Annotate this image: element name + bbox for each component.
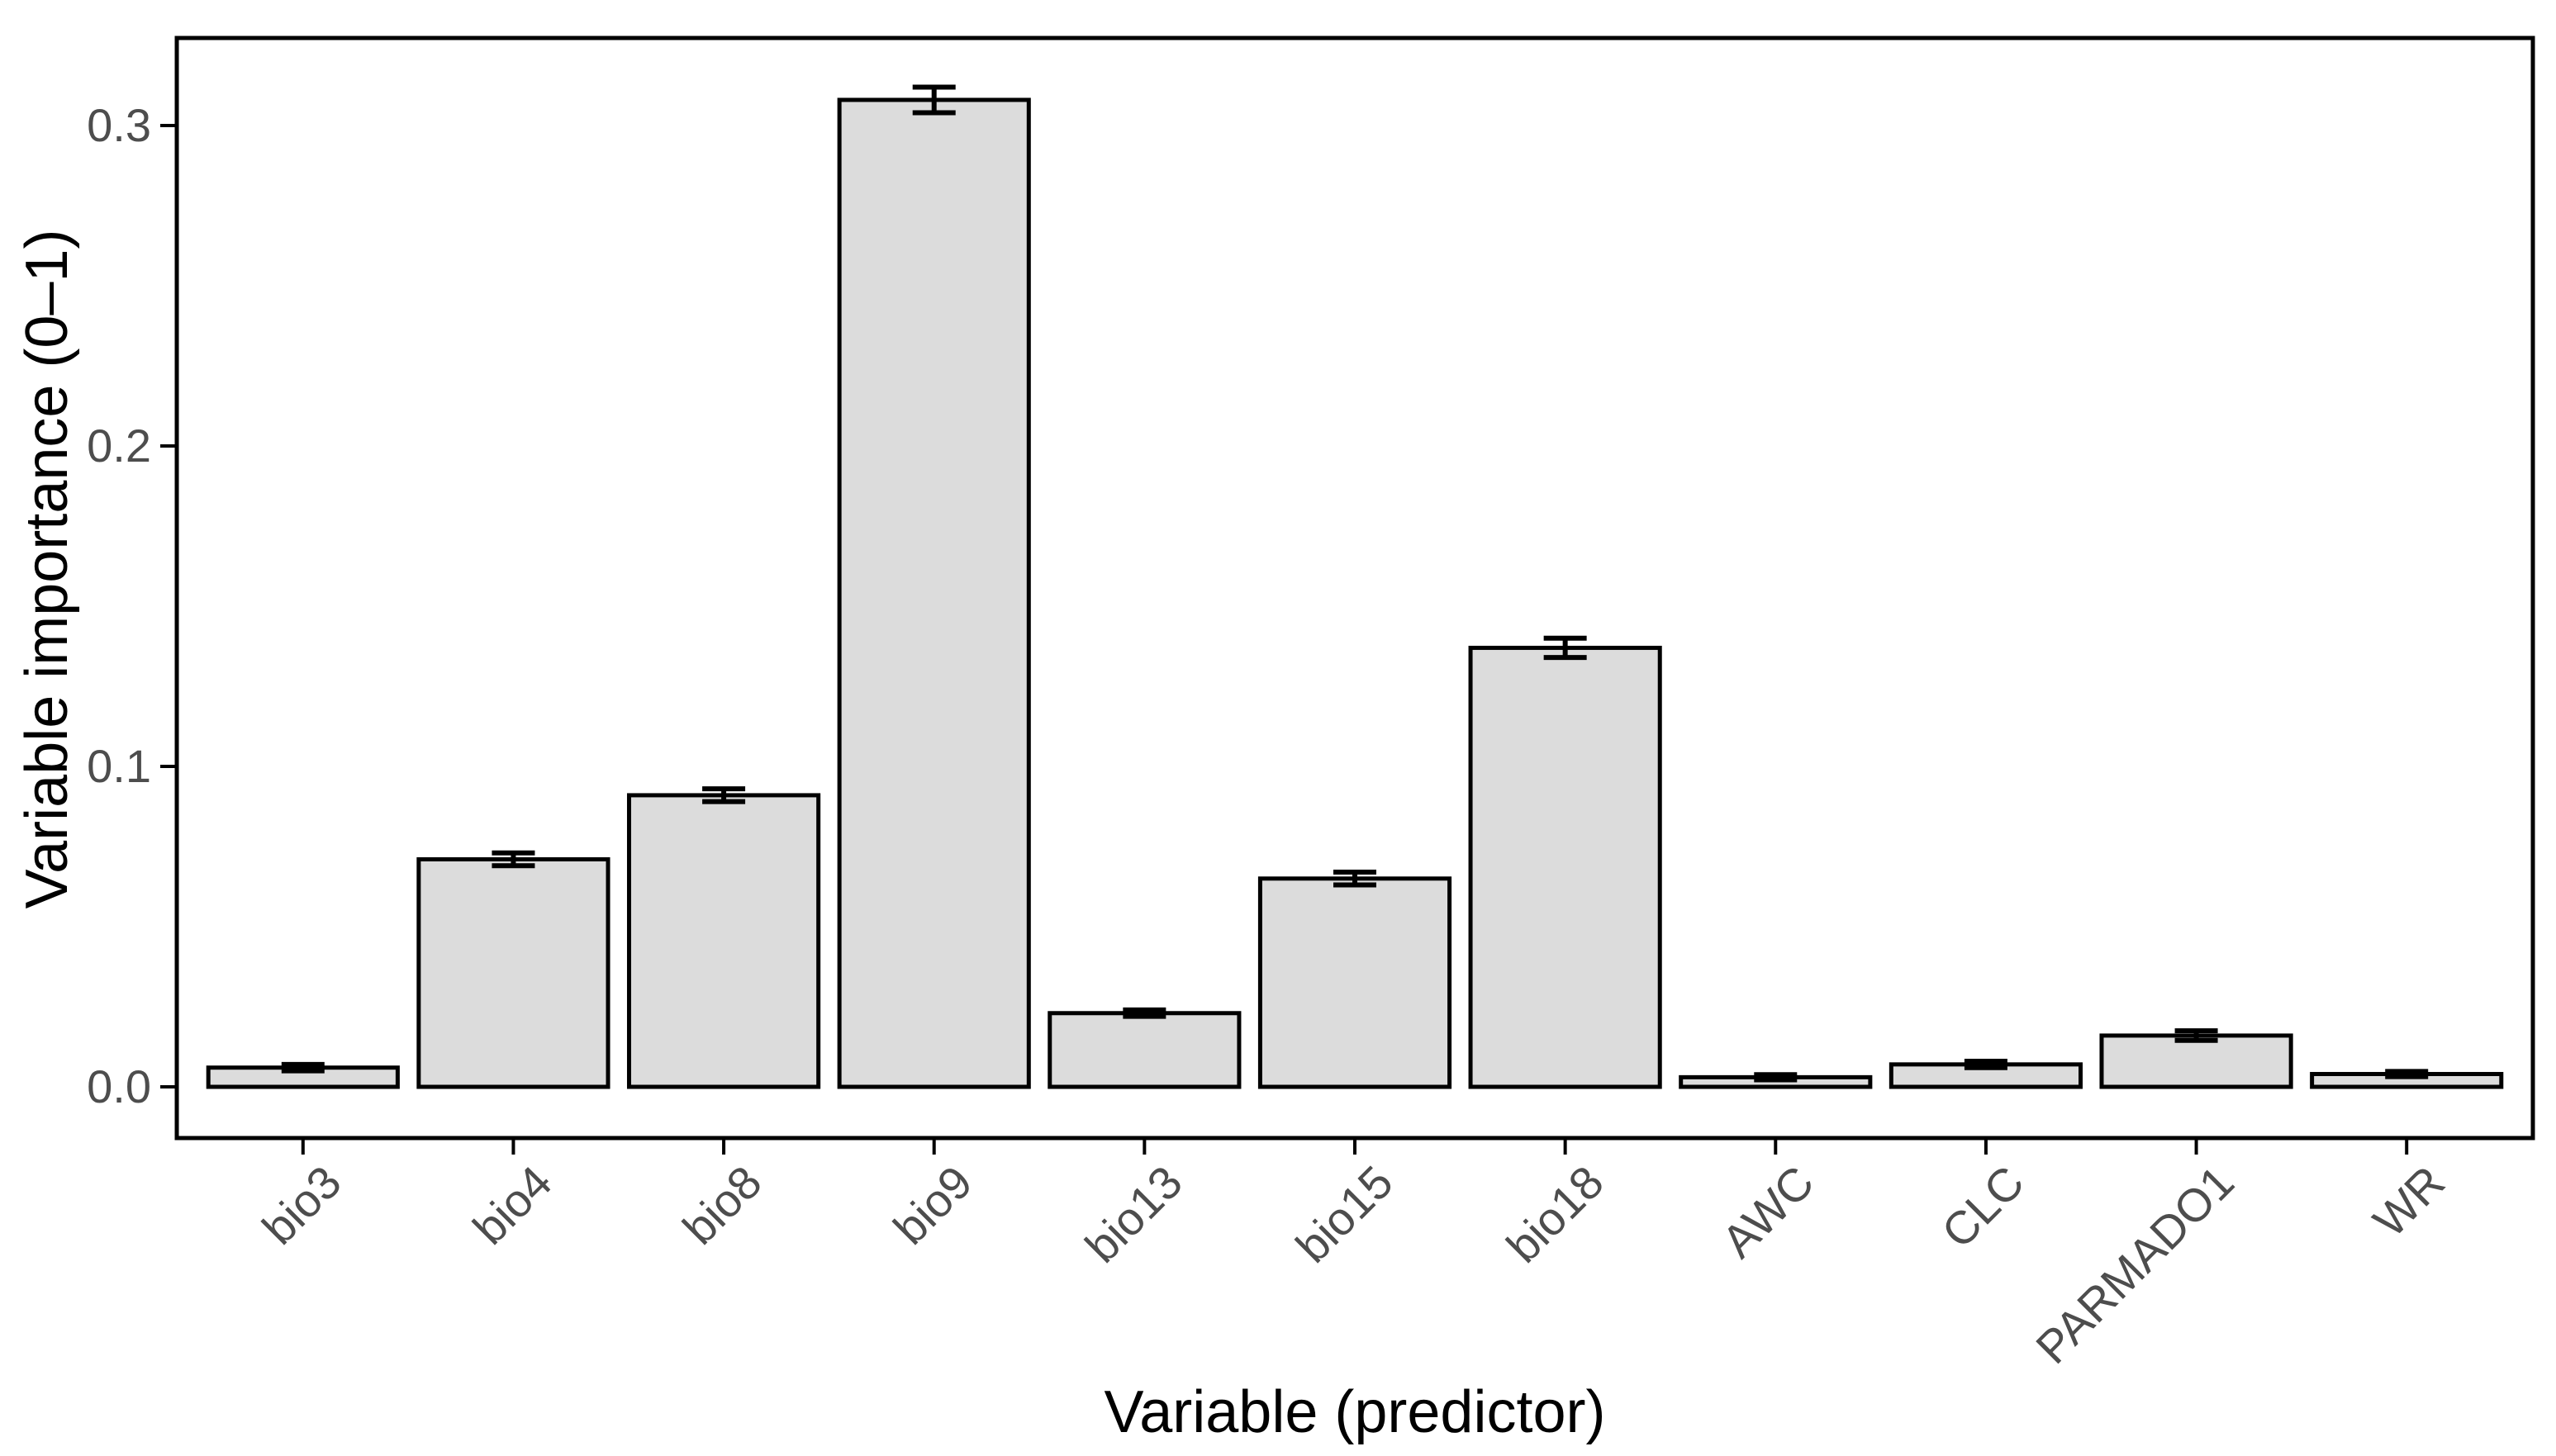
bar-bio13 — [1048, 1011, 1242, 1089]
bar-PARMADO1 — [2099, 1033, 2293, 1089]
bar-bio18 — [1468, 645, 1662, 1089]
y-tick-label: 0.3 — [87, 99, 151, 151]
y-tick-label: 0.2 — [87, 420, 151, 472]
x-axis-title: Variable (predictor) — [1104, 1379, 1606, 1445]
y-tick-label: 0.0 — [87, 1060, 151, 1112]
bar-bio8 — [626, 793, 821, 1089]
panel-border — [174, 36, 2535, 1141]
bar-bio4 — [416, 857, 610, 1089]
bar-CLC — [1888, 1062, 2083, 1089]
bar-bio9 — [837, 97, 1031, 1089]
y-axis-title: Variable importance (0–1) — [14, 229, 80, 909]
bar-bio15 — [1257, 876, 1452, 1089]
y-tick-label: 0.1 — [87, 740, 151, 792]
